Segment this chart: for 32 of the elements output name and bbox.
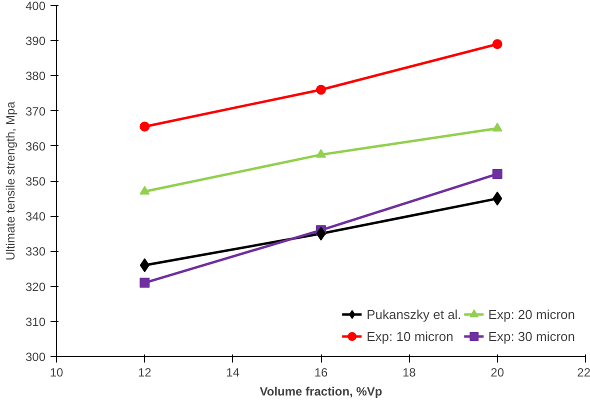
legend-label: Exp: 10 micron: [366, 328, 454, 344]
point: [492, 168, 502, 179]
x-tick-label: 14: [226, 366, 240, 380]
y-tick-label: 330: [25, 244, 46, 259]
x-tick-label: 18: [402, 366, 416, 380]
x-tick-label: 10: [50, 366, 64, 380]
x-tick-label: 16: [314, 366, 328, 380]
y-tick-label: 360: [25, 139, 46, 154]
y-tick-label: 320: [25, 280, 46, 294]
y-tick-label: 390: [25, 34, 46, 48]
y-tick-label: 400: [25, 0, 46, 13]
x-tick-label: 22: [577, 366, 590, 380]
y-tick-label: 350: [25, 174, 46, 188]
point: [492, 39, 502, 50]
point: [316, 148, 326, 158]
y-tick-label: 380: [25, 69, 46, 84]
x-tick-label: 20: [490, 366, 504, 380]
legend-label: Pukanszky et al.: [366, 306, 462, 322]
x-axis-title: Volume fraction, %Vp: [260, 384, 382, 398]
point: [140, 122, 150, 132]
point: [140, 278, 150, 288]
point: [316, 84, 326, 95]
y-tick-label: 300: [25, 350, 46, 364]
y-tick-label: 370: [25, 104, 46, 118]
point: [140, 186, 150, 195]
x-tick-label: 12: [138, 366, 152, 380]
legend-label: Exp: 30 micron: [488, 328, 575, 344]
y-axis-title: Ultimate tensile strength, Mpa: [3, 101, 18, 260]
y-tick-label: 340: [25, 210, 46, 224]
y-tick-label: 310: [25, 314, 46, 329]
legend-label: Exp: 20 micron: [488, 306, 575, 322]
point: [492, 122, 502, 132]
